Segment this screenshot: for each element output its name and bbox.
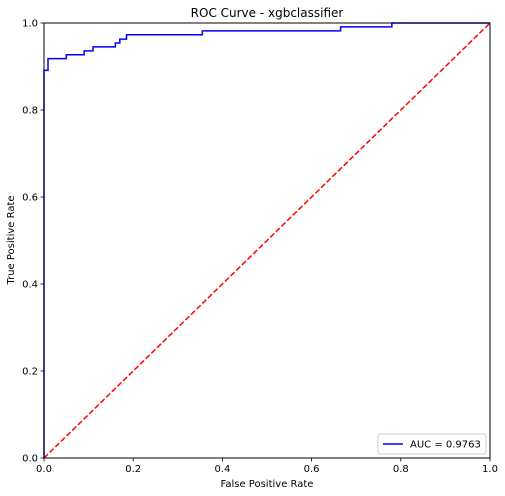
legend: AUC = 0.9763 xyxy=(377,433,487,455)
x-axis-label: False Positive Rate xyxy=(221,479,314,490)
x-tick-label: 0.2 xyxy=(125,464,141,475)
random-baseline-line xyxy=(43,22,491,459)
plot-area xyxy=(43,22,491,459)
y-axis-label: True Positive Rate xyxy=(6,195,17,285)
y-axis: 0.0 0.2 0.4 0.6 0.8 1.0 xyxy=(22,19,44,465)
legend-box xyxy=(377,433,487,455)
x-tick-label: 0.6 xyxy=(304,464,320,475)
y-tick-label: 0.6 xyxy=(22,193,38,204)
legend-entry-auc: AUC = 0.9763 xyxy=(410,440,481,451)
chart-title: ROC Curve - xgbclassifier xyxy=(191,6,344,20)
y-tick-label: 0.2 xyxy=(22,367,38,378)
x-tick-label: 0.0 xyxy=(36,464,52,475)
y-tick-label: 0.8 xyxy=(22,106,38,117)
y-tick-label: 0.0 xyxy=(22,454,38,465)
x-tick-label: 0.4 xyxy=(214,464,230,475)
x-tick-label: 1.0 xyxy=(482,464,498,475)
x-tick-label: 0.8 xyxy=(393,464,409,475)
y-tick-label: 1.0 xyxy=(22,19,38,30)
series-layer xyxy=(43,22,491,459)
plot-frame xyxy=(43,22,491,459)
x-axis: 0.0 0.2 0.4 0.6 0.8 1.0 xyxy=(36,458,498,475)
y-tick-label: 0.4 xyxy=(22,280,38,291)
roc-curve-line xyxy=(43,22,490,458)
